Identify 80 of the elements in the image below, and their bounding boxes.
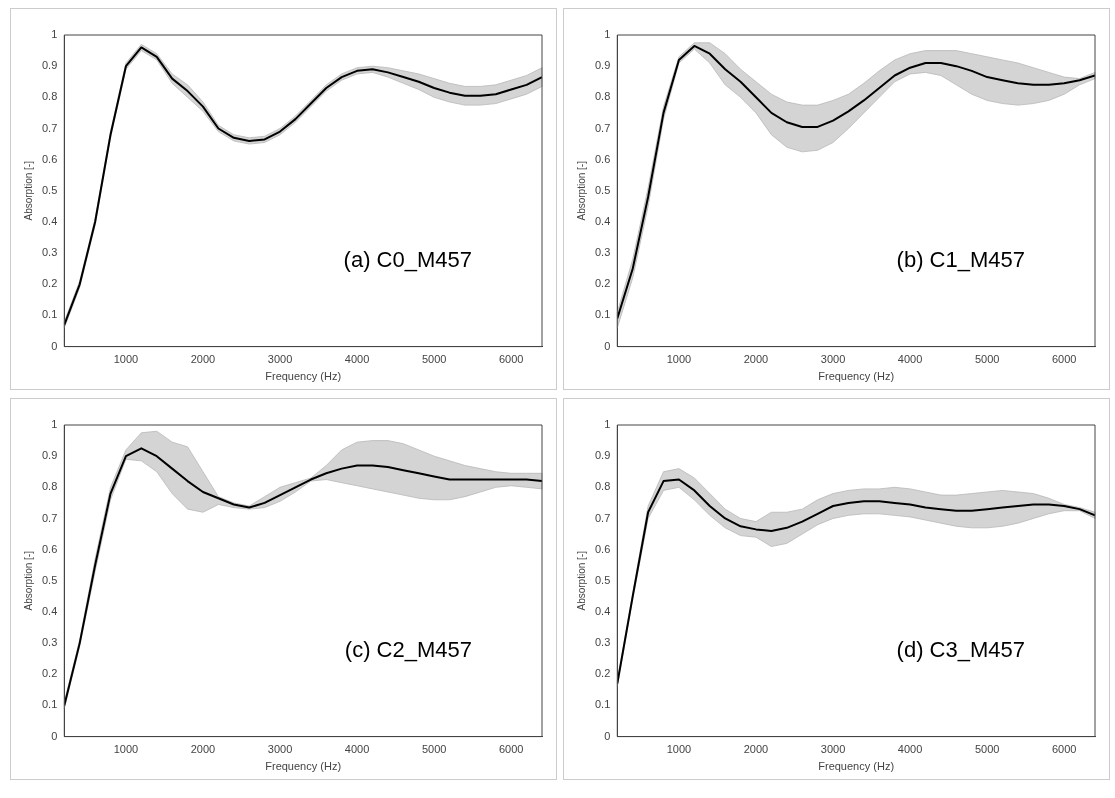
y-tick-label: 0.5 bbox=[594, 183, 611, 196]
x-axis-title: Frequency (Hz) bbox=[818, 370, 895, 383]
x-tick-label: 5000 bbox=[421, 353, 447, 366]
y-axis-title: Absorption [-] bbox=[575, 550, 587, 611]
x-tick-label: 1000 bbox=[666, 743, 692, 756]
x-tick-label: 5000 bbox=[974, 743, 1000, 756]
y-tick-label: 0.4 bbox=[594, 604, 611, 617]
x-tick-label: 2000 bbox=[190, 353, 216, 366]
x-tick-label: 6000 bbox=[498, 353, 524, 366]
y-axis-title: Absorption [-] bbox=[22, 160, 34, 221]
annotation: (a) C0_M457 bbox=[343, 246, 472, 272]
y-tick-label: 0.9 bbox=[41, 449, 58, 462]
y-tick-label: 0.1 bbox=[41, 308, 58, 321]
x-tick-label: 1000 bbox=[113, 353, 139, 366]
x-tick-label: 2000 bbox=[743, 743, 769, 756]
y-tick-label: 0.9 bbox=[41, 59, 58, 72]
y-tick-label: 0.8 bbox=[41, 90, 58, 103]
x-tick-label: 4000 bbox=[897, 353, 923, 366]
x-tick-label: 3000 bbox=[267, 353, 293, 366]
y-tick-label: 0 bbox=[51, 339, 58, 352]
y-tick-label: 0.5 bbox=[41, 573, 58, 586]
y-tick-label: 0.9 bbox=[594, 449, 611, 462]
y-tick-label: 0.6 bbox=[41, 152, 58, 165]
y-tick-label: 1 bbox=[604, 418, 611, 431]
y-tick-label: 0.1 bbox=[41, 698, 58, 711]
y-tick-label: 0.4 bbox=[41, 214, 58, 227]
y-tick-label: 0.9 bbox=[594, 59, 611, 72]
y-tick-label: 0.1 bbox=[594, 308, 611, 321]
x-tick-label: 3000 bbox=[267, 743, 293, 756]
y-tick-label: 0.7 bbox=[41, 121, 58, 134]
y-tick-label: 1 bbox=[51, 28, 58, 41]
y-tick-label: 0.6 bbox=[41, 542, 58, 555]
y-tick-label: 0.2 bbox=[594, 277, 611, 290]
y-tick-label: 0.5 bbox=[594, 573, 611, 586]
y-tick-label: 0.5 bbox=[41, 183, 58, 196]
y-tick-label: 0 bbox=[604, 729, 611, 742]
y-tick-label: 0.7 bbox=[594, 511, 611, 524]
y-tick-label: 0.2 bbox=[594, 667, 611, 680]
y-tick-label: 0.4 bbox=[594, 214, 611, 227]
x-tick-label: 1000 bbox=[666, 353, 692, 366]
x-tick-label: 4000 bbox=[897, 743, 923, 756]
y-axis-title: Absorption [-] bbox=[22, 550, 34, 611]
y-tick-label: 0.7 bbox=[41, 511, 58, 524]
y-tick-label: 0 bbox=[604, 339, 611, 352]
y-tick-label: 0.4 bbox=[41, 604, 58, 617]
annotation: (b) C1_M457 bbox=[896, 246, 1025, 272]
x-tick-label: 6000 bbox=[498, 743, 524, 756]
annotation: (c) C2_M457 bbox=[344, 636, 472, 662]
x-tick-label: 2000 bbox=[743, 353, 769, 366]
x-tick-label: 4000 bbox=[344, 353, 370, 366]
y-tick-label: 0.1 bbox=[594, 698, 611, 711]
x-axis-title: Frequency (Hz) bbox=[265, 760, 342, 773]
y-tick-label: 0.8 bbox=[41, 480, 58, 493]
y-tick-label: 0.6 bbox=[594, 542, 611, 555]
x-axis-title: Frequency (Hz) bbox=[818, 760, 895, 773]
y-axis-title: Absorption [-] bbox=[575, 160, 587, 221]
x-tick-label: 6000 bbox=[1051, 743, 1077, 756]
y-tick-label: 0 bbox=[51, 729, 58, 742]
y-tick-label: 0.3 bbox=[594, 636, 611, 649]
x-tick-label: 6000 bbox=[1051, 353, 1077, 366]
x-tick-label: 5000 bbox=[974, 353, 1000, 366]
y-tick-label: 0.3 bbox=[41, 246, 58, 259]
y-tick-label: 0.3 bbox=[41, 636, 58, 649]
x-tick-label: 4000 bbox=[344, 743, 370, 756]
y-tick-label: 0.8 bbox=[594, 90, 611, 103]
y-tick-label: 1 bbox=[51, 418, 58, 431]
x-tick-label: 5000 bbox=[421, 743, 447, 756]
y-tick-label: 0.7 bbox=[594, 121, 611, 134]
x-axis-title: Frequency (Hz) bbox=[265, 370, 342, 383]
x-tick-label: 3000 bbox=[820, 353, 846, 366]
x-tick-label: 3000 bbox=[820, 743, 846, 756]
x-tick-label: 2000 bbox=[190, 743, 216, 756]
y-tick-label: 0.6 bbox=[594, 152, 611, 165]
annotation: (d) C3_M457 bbox=[896, 636, 1025, 662]
y-tick-label: 0.2 bbox=[41, 277, 58, 290]
y-tick-label: 0.3 bbox=[594, 246, 611, 259]
y-tick-label: 0.2 bbox=[41, 667, 58, 680]
x-tick-label: 1000 bbox=[113, 743, 139, 756]
y-tick-label: 1 bbox=[604, 28, 611, 41]
y-tick-label: 0.8 bbox=[594, 480, 611, 493]
